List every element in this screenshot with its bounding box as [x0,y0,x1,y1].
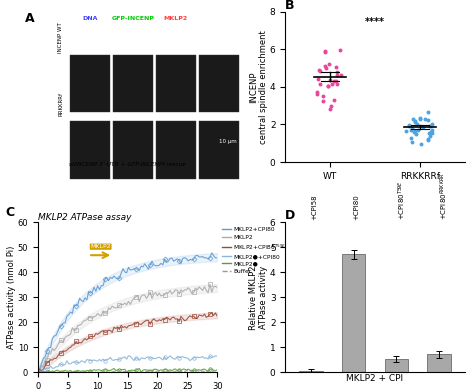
Point [330,77,337,83]
Point [407,127,414,133]
Point [417,141,425,147]
Text: +CPI80$^{RRKKRR}$: +CPI80$^{RRKKRR}$ [439,172,450,220]
Point [324,83,332,89]
Point [424,109,432,115]
Point [406,122,413,128]
Bar [342,254,365,372]
Point [333,72,341,78]
Point [337,47,344,53]
Point [428,130,436,136]
Point [315,76,322,82]
Point [337,72,345,78]
Point [409,116,417,122]
Text: MKLP2 ATPase assay: MKLP2 ATPase assay [38,213,131,222]
Point [411,119,419,125]
Text: D: D [285,209,295,222]
Point [425,137,432,143]
Point [315,67,322,73]
Point [409,139,416,145]
Point [428,127,436,133]
Text: +CPI80: +CPI80 [354,194,360,220]
Text: +CPI58: +CPI58 [311,194,317,220]
Legend: MKLP2+CPI80, MKLP2, MKLP2+CPI80$^{T59E}$, MKLP2●+CPI80, MKLP2●, Buffer: MKLP2+CPI80, MKLP2, MKLP2+CPI80$^{T59E}$… [220,225,289,276]
Bar [384,359,408,372]
Point [414,127,421,133]
Point [402,128,410,134]
Text: DNA: DNA [82,16,98,21]
Text: C: C [6,206,15,219]
Text: MKLP2: MKLP2 [91,244,111,249]
Point [321,62,329,69]
Point [333,81,341,87]
Bar [299,371,323,372]
Point [409,125,416,131]
FancyBboxPatch shape [199,122,239,179]
Text: Merge: Merge [208,16,230,21]
Text: RRKKRRf: RRKKRRf [58,92,63,116]
Point [314,89,321,95]
Point [405,123,413,129]
Point [316,82,324,88]
Y-axis label: ATPase activity (nmol Pi): ATPase activity (nmol Pi) [7,245,16,349]
Point [410,129,418,136]
Text: INCENP WT: INCENP WT [58,23,63,53]
Point [319,98,327,104]
Point [426,133,434,139]
Point [428,122,436,128]
Point [414,121,421,127]
Text: B: B [285,0,295,12]
Point [316,68,323,74]
Y-axis label: Relative MKLP2
ATPase activity: Relative MKLP2 ATPase activity [249,265,268,330]
Text: MKLP2: MKLP2 [164,16,188,21]
X-axis label: MKLP2 + CPI: MKLP2 + CPI [346,374,403,383]
Point [408,134,415,141]
FancyBboxPatch shape [156,55,196,113]
Point [327,77,334,83]
FancyBboxPatch shape [70,122,109,179]
Point [411,127,419,134]
Point [332,77,340,83]
FancyBboxPatch shape [199,55,239,113]
Point [322,65,329,71]
Point [417,115,424,122]
Point [328,81,336,87]
FancyBboxPatch shape [113,55,153,113]
Point [332,64,339,71]
Point [416,115,424,122]
Point [321,48,329,54]
Bar [427,354,451,372]
Text: +CPI80$^{T59E}$: +CPI80$^{T59E}$ [396,180,408,220]
Point [428,129,435,136]
Text: ****: **** [365,17,385,27]
Point [326,106,334,112]
Point [419,124,427,131]
Point [319,93,327,99]
Text: A: A [25,12,34,25]
Point [427,122,434,129]
Text: silINCENP 3’-UTR + GFP-INCENPf rescue: silINCENP 3’-UTR + GFP-INCENPf rescue [69,162,186,167]
Point [313,91,321,97]
Point [427,122,434,129]
Point [426,130,433,136]
Point [326,60,333,67]
Point [324,83,331,89]
Point [330,97,337,103]
Text: 10 μm: 10 μm [219,139,237,144]
Point [421,116,429,123]
Point [334,69,341,76]
FancyBboxPatch shape [113,122,153,179]
Point [327,103,335,109]
Point [412,131,420,138]
Point [411,118,419,124]
Point [424,135,432,142]
FancyBboxPatch shape [156,122,196,179]
Text: GFP-INCENP: GFP-INCENP [111,16,155,21]
FancyBboxPatch shape [70,55,109,113]
Y-axis label: INCENP
central spindle enrichment: INCENP central spindle enrichment [249,30,268,144]
Point [424,117,432,123]
Point [321,49,329,55]
